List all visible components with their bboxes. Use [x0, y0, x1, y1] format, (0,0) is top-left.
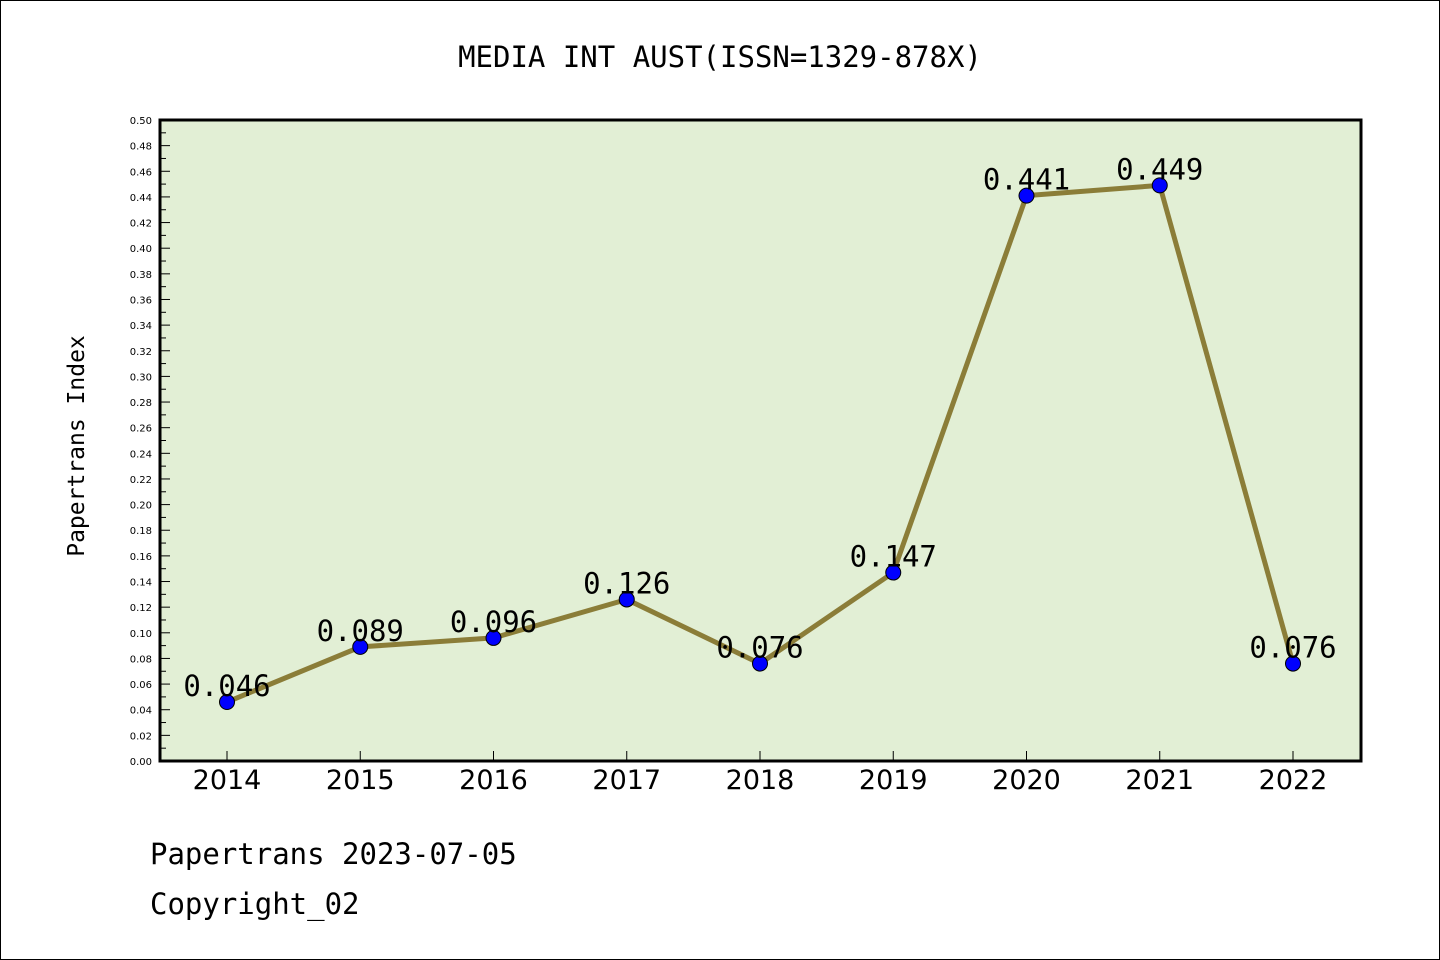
footer-copyright: Copyright_02	[150, 887, 360, 922]
data-point-2016	[485, 629, 502, 646]
y-tick-label: 0.32	[130, 347, 152, 358]
data-label-2016: 0.096	[450, 605, 537, 639]
data-label-2022: 0.076	[1249, 631, 1336, 665]
plot-border	[158, 118, 1363, 763]
data-label-2017: 0.126	[583, 566, 670, 600]
x-tick-label: 2017	[592, 765, 661, 796]
y-tick-label: 0.06	[130, 680, 152, 691]
y-tick-label: 0.44	[130, 193, 152, 204]
x-tick-label: 2019	[859, 765, 928, 796]
x-tick-label: 2015	[326, 765, 395, 796]
data-label-2014: 0.046	[183, 669, 270, 703]
y-axis-label: Papertrans Index	[64, 335, 90, 557]
y-tick-label: 0.40	[130, 244, 152, 255]
data-label-2020: 0.441	[983, 163, 1070, 197]
footer-date: Papertrans 2023-07-05	[150, 837, 517, 871]
data-label-2018: 0.076	[716, 631, 803, 665]
y-tick-label: 0.38	[130, 270, 152, 281]
y-axis-ticks: 0.00 0.02 0.04 0.06 0.08 0.10 0.12 0.14 0.16 0.18…	[130, 116, 170, 768]
x-tick-label: 2020	[992, 765, 1061, 796]
data-label-2019: 0.147	[850, 540, 937, 574]
data-point-2014	[219, 694, 235, 711]
y-tick-label: 0.08	[130, 654, 152, 665]
y-tick-label: 0.02	[130, 731, 152, 742]
x-tick-label: 2014	[193, 765, 262, 796]
y-tick-label: 0.26	[130, 424, 152, 435]
y-tick-label: 0.18	[130, 526, 152, 537]
data-point-2022	[1285, 655, 1301, 672]
data-point-2018	[752, 655, 768, 672]
y-tick-label: 0.30	[130, 372, 152, 383]
y-tick-label: 0.10	[130, 629, 152, 640]
y-tick-label: 0.24	[130, 449, 152, 460]
data-point-2015	[352, 638, 369, 655]
y-tick-label: 0.16	[130, 552, 152, 563]
y-tick-label: 0.36	[130, 295, 152, 306]
data-label-2021: 0.449	[1116, 152, 1203, 186]
y-tick-label: 0.42	[130, 219, 152, 230]
data-labels: 0.046 0.089 0.096 0.126 0.076 0.147 0.441 0.449…	[183, 152, 1336, 703]
y-tick-label: 0.20	[130, 501, 152, 512]
x-tick-label: 2016	[459, 765, 528, 796]
y-tick-label: 0.50	[130, 116, 152, 127]
y-tick-label: 0.12	[130, 603, 152, 614]
data-point-2021	[1151, 177, 1168, 194]
data-label-2015: 0.089	[317, 614, 404, 648]
data-point-2017	[618, 591, 635, 608]
y-tick-label: 0.34	[130, 321, 152, 332]
chart-title: MEDIA INT AUST(ISSN=1329-878X)	[458, 40, 982, 74]
y-tick-label: 0.48	[130, 142, 152, 153]
x-tick-label: 2021	[1125, 765, 1194, 796]
data-points	[219, 177, 1301, 711]
x-axis-ticks: 2014 2015 2016 2017 2018 2019 2020 2021 2022	[193, 751, 1328, 796]
y-tick-label: 0.22	[130, 475, 152, 486]
data-point-2019	[885, 564, 902, 581]
y-tick-label: 0.04	[130, 706, 152, 717]
x-tick-label: 2018	[726, 765, 795, 796]
y-tick-label: 0.00	[130, 757, 152, 768]
y-tick-label: 0.14	[130, 578, 152, 589]
y-tick-label: 0.46	[130, 167, 152, 178]
data-point-2020	[1018, 187, 1035, 204]
x-tick-label: 2022	[1259, 765, 1328, 796]
y-tick-label: 0.28	[130, 398, 152, 409]
